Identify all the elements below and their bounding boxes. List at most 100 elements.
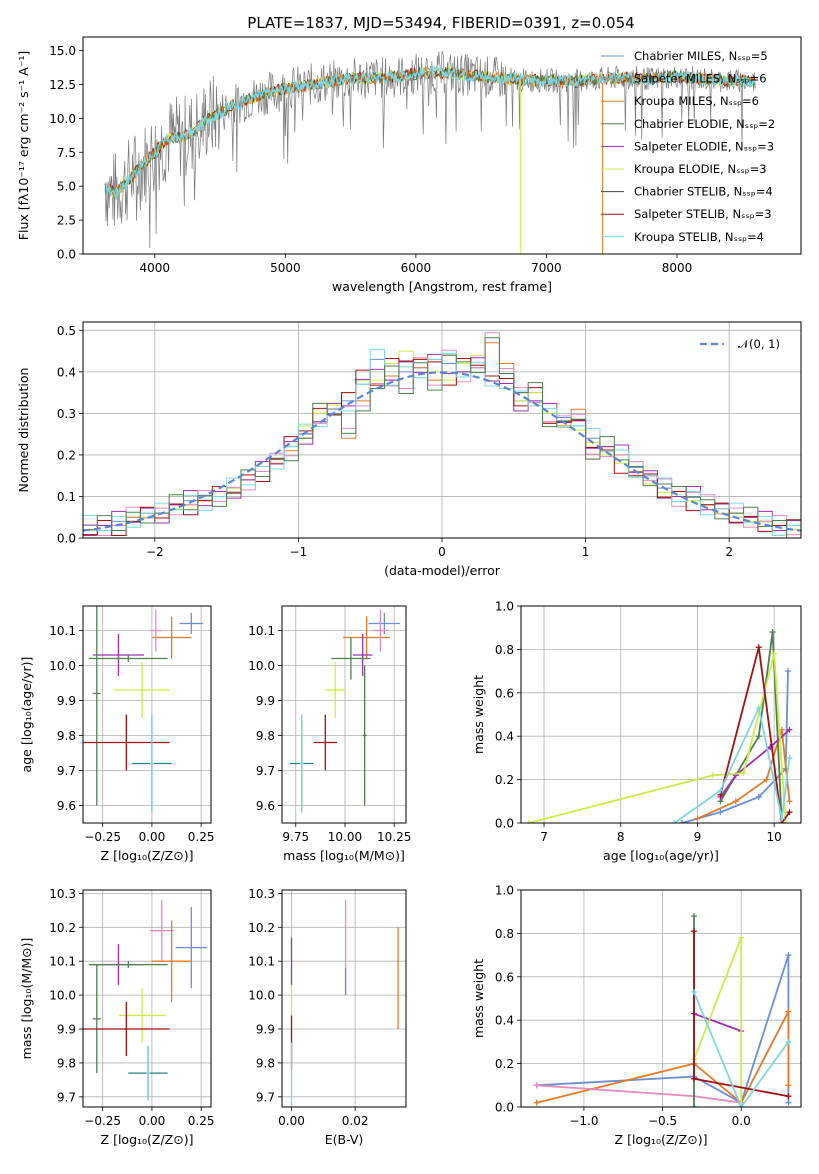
y-tick-label: 9.6 <box>57 799 76 813</box>
y-tick-label: 9.8 <box>256 1056 275 1070</box>
y-tick-label: 0.8 <box>495 927 514 941</box>
x-tick-label: 5000 <box>270 261 301 275</box>
y-tick-label: 0.3 <box>57 407 76 421</box>
axes-frame <box>520 605 802 824</box>
x-tick-label: 0.02 <box>342 1114 369 1128</box>
x-tick-label: −2 <box>146 545 164 559</box>
plot-area-6 <box>83 900 208 1101</box>
y-tick-label: 10.1 <box>49 955 76 969</box>
y-tick-label: 10.3 <box>248 887 275 901</box>
x-axis-label: Z [log₁₀(Z/Z⊙)] <box>615 1132 708 1147</box>
y-tick-label: 12.5 <box>49 78 76 92</box>
x-tick-label: 2 <box>725 545 733 559</box>
y-axis-label: mass weight <box>471 675 486 754</box>
y-tick-label: 0.2 <box>57 448 76 462</box>
panel-2 <box>79 322 801 542</box>
y-tick-label: 2.5 <box>57 214 76 228</box>
legend-label: Salpeter MILES, Nₛₛₚ=6 <box>634 72 767 86</box>
normal-curve-line <box>83 371 801 532</box>
x-tick-label: 8000 <box>662 261 693 275</box>
x-tick-label: 9 <box>694 830 702 844</box>
y-tick-label: 0.0 <box>57 532 76 546</box>
x-tick-label: −1 <box>290 545 308 559</box>
legend-label: Chabrier ELODIE, Nₛₛₚ=2 <box>634 117 775 131</box>
axes-frame <box>281 889 407 1108</box>
y-axis-label: mass [log₁₀(M/M⊙)] <box>19 938 34 1060</box>
y-tick-label: 0.2 <box>495 773 514 787</box>
x-tick-label: 10.00 <box>328 830 362 844</box>
mass-weight-line <box>719 646 791 823</box>
y-tick-label: 10.1 <box>49 624 76 638</box>
y-tick-label: 10.0 <box>248 989 275 1003</box>
y-tick-label: 9.7 <box>57 764 76 778</box>
x-tick-label: 0.25 <box>188 830 215 844</box>
y-tick-label: 9.7 <box>256 764 275 778</box>
x-tick-label: 10 <box>767 830 782 844</box>
y-axis-label: Flux [fλ10⁻¹⁷ erg cm⁻² s⁻¹ A⁻¹] <box>16 51 31 240</box>
y-tick-label: 10.2 <box>248 921 275 935</box>
y-tick-label: 1.0 <box>495 884 514 898</box>
y-tick-label: 7.5 <box>57 146 76 160</box>
y-tick-label: 9.7 <box>256 1090 275 1104</box>
plot-area-8 <box>533 913 792 1107</box>
legend-label: Salpeter STELIB, Nₛₛₚ=3 <box>634 207 772 221</box>
y-tick-label: 0.4 <box>57 365 76 379</box>
x-axis-label: Z [log₁₀(Z/Z⊙)] <box>101 848 194 863</box>
y-tick-label: 10.1 <box>248 624 275 638</box>
y-axis-label: age [log₁₀(age/yr)] <box>19 657 34 773</box>
legend-label: Kroupa ELODIE, Nₛₛₚ=3 <box>634 162 767 176</box>
y-tick-label: 9.9 <box>57 1023 76 1037</box>
mass-weight-line <box>528 653 787 823</box>
x-axis-label: mass [log₁₀(M/M⊙)] <box>283 848 405 863</box>
panel-1 <box>79 50 678 258</box>
y-tick-label: 0.5 <box>57 324 76 338</box>
x-tick-label: 4000 <box>140 261 171 275</box>
x-tick-label: 10.25 <box>377 830 411 844</box>
x-tick-label: −0.25 <box>84 1114 121 1128</box>
x-tick-label: 8 <box>617 830 625 844</box>
axes-frame <box>82 605 212 824</box>
plot-area-3 <box>83 606 204 813</box>
legend-label: Kroupa STELIB, Nₛₛₚ=4 <box>634 230 764 244</box>
panel-7 <box>278 890 406 1111</box>
legend-label: Kroupa MILES, Nₛₛₚ=6 <box>634 94 759 108</box>
y-tick-label: 0.6 <box>495 970 514 984</box>
legend-label: Chabrier STELIB, Nₛₛₚ=4 <box>634 185 773 199</box>
x-tick-label: 9.75 <box>282 830 309 844</box>
x-axis-label: wavelength [Angstrom, rest frame] <box>332 279 552 294</box>
y-tick-label: 10.2 <box>49 921 76 935</box>
legend-label: Salpeter ELODIE, Nₛₛₚ=3 <box>634 139 774 153</box>
y-tick-label: 10.0 <box>49 112 76 126</box>
y-tick-label: 10.0 <box>49 989 76 1003</box>
y-axis-label: Normed distribution <box>16 368 31 493</box>
chart-title: PLATE=1837, MJD=53494, FIBERID=0391, z=0… <box>247 14 634 32</box>
y-tick-label: 9.9 <box>256 1023 275 1037</box>
x-tick-label: 1 <box>582 545 590 559</box>
legend-label: 𝒩(0, 1) <box>738 337 780 351</box>
y-tick-label: 9.8 <box>57 729 76 743</box>
axes-frame <box>520 889 802 1108</box>
y-tick-label: 10.0 <box>248 659 275 673</box>
y-tick-label: 10.3 <box>49 887 76 901</box>
x-tick-label: 7 <box>540 830 548 844</box>
y-tick-label: 9.8 <box>256 729 275 743</box>
y-tick-label: 0.0 <box>495 1101 514 1115</box>
y-tick-label: 9.9 <box>57 694 76 708</box>
plot-area-1 <box>104 50 756 254</box>
mass-weight-line <box>673 705 791 823</box>
x-axis-label: (data-model)/error <box>384 563 501 578</box>
mass-weight-line <box>693 991 790 1107</box>
y-tick-label: 10.0 <box>49 659 76 673</box>
x-tick-label: 0.00 <box>278 1114 305 1128</box>
y-tick-label: 9.8 <box>57 1056 76 1070</box>
plot-area-7 <box>290 900 399 1107</box>
x-tick-label: 0.00 <box>139 1114 166 1128</box>
y-tick-label: 0.0 <box>495 817 514 831</box>
plot-area-2 <box>83 332 801 538</box>
x-tick-label: 0.00 <box>139 830 166 844</box>
x-tick-label: −1.0 <box>569 1114 598 1128</box>
y-tick-label: 9.9 <box>256 694 275 708</box>
panel-3 <box>79 606 211 827</box>
y-tick-label: 0.0 <box>57 248 76 262</box>
